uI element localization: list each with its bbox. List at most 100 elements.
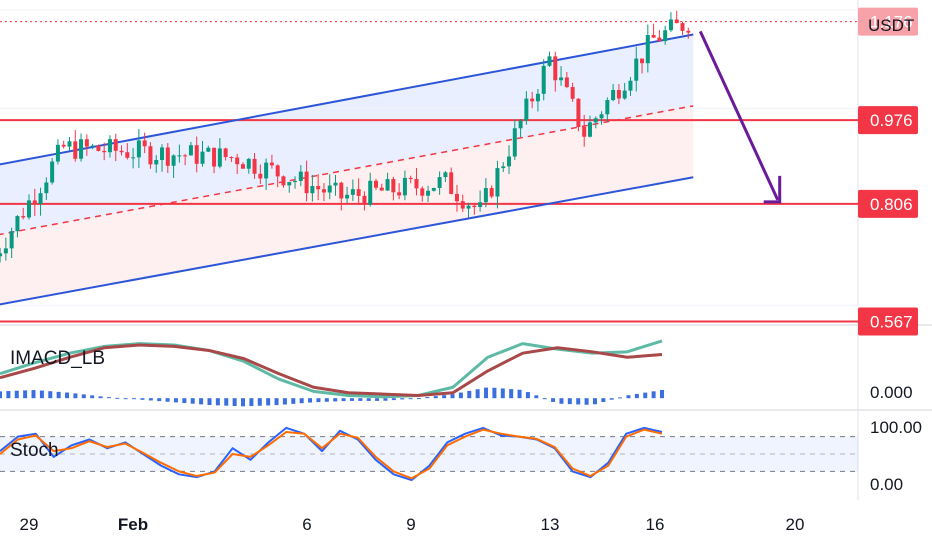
candle-body[interactable] [304, 171, 309, 194]
candle-body[interactable] [217, 148, 222, 167]
projection-arrow[interactable] [698, 30, 782, 204]
candle-body[interactable] [246, 158, 251, 169]
candle-body[interactable] [183, 155, 188, 157]
candle-body[interactable] [449, 172, 454, 194]
candle-body[interactable] [281, 176, 286, 186]
support-resistance-lines[interactable] [0, 21, 858, 323]
candle-body[interactable] [55, 144, 60, 162]
candle-body[interactable] [171, 155, 176, 166]
candle-body[interactable] [50, 161, 55, 183]
candle-body[interactable] [507, 156, 512, 167]
candle-body[interactable] [125, 152, 130, 158]
candle-body[interactable] [107, 139, 112, 153]
candle-body[interactable] [645, 35, 650, 64]
candlestick-series[interactable] [0, 10, 691, 263]
candle-body[interactable] [570, 87, 575, 99]
candle-body[interactable] [258, 173, 263, 179]
candle-body[interactable] [582, 126, 587, 137]
candle-body[interactable] [593, 118, 598, 123]
candle-body[interactable] [32, 200, 37, 204]
candle-body[interactable] [541, 65, 546, 94]
candle-body[interactable] [362, 195, 367, 205]
candle-body[interactable] [67, 141, 72, 147]
candle-body[interactable] [674, 19, 679, 24]
candle-body[interactable] [339, 182, 344, 199]
candle-body[interactable] [235, 157, 240, 165]
candle-body[interactable] [426, 190, 431, 196]
candle-body[interactable] [443, 172, 448, 178]
candle-body[interactable] [483, 188, 488, 203]
candle-body[interactable] [651, 35, 656, 38]
channel-middle-line[interactable] [0, 105, 694, 241]
candle-body[interactable] [0, 253, 3, 257]
candle-body[interactable] [547, 56, 552, 66]
candle-body[interactable] [269, 162, 274, 166]
candle-body[interactable] [9, 231, 14, 249]
candle-body[interactable] [223, 148, 228, 158]
candle-body[interactable] [489, 188, 494, 197]
candle-body[interactable] [310, 186, 315, 194]
imacd-pane[interactable] [0, 339, 664, 407]
candle-body[interactable] [188, 145, 193, 156]
candle-body[interactable] [431, 188, 436, 191]
candle-body[interactable] [316, 186, 321, 190]
channel-lower-line[interactable] [0, 176, 694, 310]
candle-body[interactable] [252, 158, 257, 174]
candle-body[interactable] [345, 194, 350, 199]
candle-body[interactable] [264, 162, 269, 179]
candle-body[interactable] [622, 90, 627, 99]
candle-body[interactable] [327, 185, 332, 193]
candle-body[interactable] [90, 145, 95, 147]
candle-body[interactable] [298, 171, 303, 181]
candle-body[interactable] [38, 193, 43, 204]
candle-body[interactable] [402, 177, 407, 196]
candle-body[interactable] [333, 182, 338, 186]
candle-body[interactable] [84, 139, 89, 147]
candle-body[interactable] [3, 248, 8, 254]
candle-body[interactable] [408, 177, 413, 179]
macd-signal-line[interactable] [0, 343, 663, 397]
candle-body[interactable] [142, 140, 147, 147]
candle-body[interactable] [466, 205, 471, 209]
candle-body[interactable] [131, 157, 136, 159]
candle-body[interactable] [321, 189, 326, 193]
candle-body[interactable] [478, 202, 483, 208]
candle-body[interactable] [350, 189, 355, 195]
candle-body[interactable] [240, 164, 245, 169]
candle-body[interactable] [535, 93, 540, 102]
candle-body[interactable] [113, 139, 118, 151]
candle-body[interactable] [530, 98, 535, 102]
candle-body[interactable] [559, 77, 564, 81]
candle-body[interactable] [160, 147, 165, 160]
candle-body[interactable] [611, 90, 616, 101]
candle-body[interactable] [501, 166, 506, 169]
candle-body[interactable] [200, 151, 205, 164]
candle-body[interactable] [437, 177, 442, 189]
candle-body[interactable] [61, 144, 66, 147]
candle-body[interactable] [512, 128, 517, 157]
time-axis[interactable]: 29 Feb 6 9 13 16 20 [20, 515, 805, 534]
arrow-head[interactable] [763, 175, 782, 204]
candle-body[interactable] [518, 120, 523, 129]
arrow-shaft[interactable] [698, 30, 780, 201]
candle-body[interactable] [680, 23, 685, 31]
candle-body[interactable] [524, 98, 529, 121]
candle-body[interactable] [212, 147, 217, 167]
candle-body[interactable] [165, 147, 170, 166]
candle-body[interactable] [663, 30, 668, 42]
candle-body[interactable] [385, 179, 390, 191]
candle-body[interactable] [194, 145, 199, 164]
candle-body[interactable] [605, 100, 610, 115]
stoch-pane[interactable] [0, 426, 858, 482]
candle-body[interactable] [73, 141, 78, 159]
candle-body[interactable] [96, 145, 101, 151]
candle-body[interactable] [414, 178, 419, 189]
candle-body[interactable] [356, 189, 361, 196]
candle-body[interactable] [374, 180, 378, 188]
candle-body[interactable] [634, 58, 639, 81]
candle-body[interactable] [154, 159, 159, 165]
candle-body[interactable] [640, 58, 645, 64]
candle-body[interactable] [460, 201, 465, 209]
candle-body[interactable] [21, 216, 26, 218]
candle-body[interactable] [553, 56, 558, 81]
